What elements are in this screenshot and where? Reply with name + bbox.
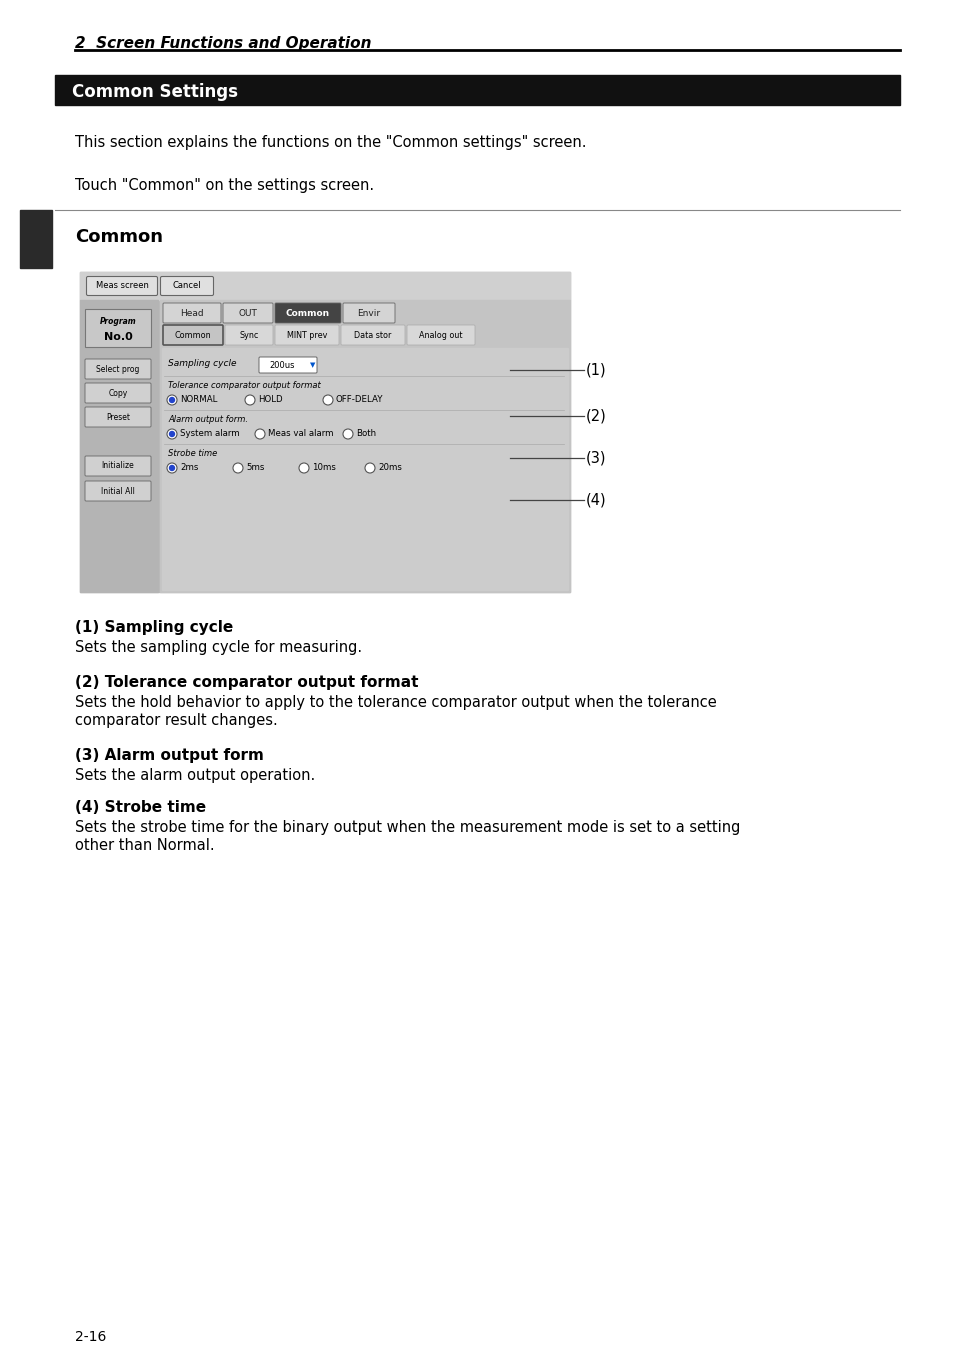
FancyBboxPatch shape xyxy=(85,383,151,403)
Text: 10ms: 10ms xyxy=(312,464,335,472)
Bar xyxy=(80,300,158,592)
Text: (2) Tolerance comparator output format: (2) Tolerance comparator output format xyxy=(75,675,418,690)
Text: OUT: OUT xyxy=(238,308,257,318)
Text: (4): (4) xyxy=(585,492,606,507)
Text: Envir: Envir xyxy=(357,308,380,318)
Text: Select prog: Select prog xyxy=(96,365,139,373)
Text: No.0: No.0 xyxy=(104,333,132,342)
FancyBboxPatch shape xyxy=(85,360,151,379)
Text: Alarm output form.: Alarm output form. xyxy=(168,415,248,425)
Bar xyxy=(160,300,569,592)
Text: Copy: Copy xyxy=(109,388,128,397)
Text: (1): (1) xyxy=(585,362,606,377)
Circle shape xyxy=(254,429,265,439)
FancyBboxPatch shape xyxy=(258,357,316,373)
Text: Initialize: Initialize xyxy=(102,461,134,470)
Text: Cancel: Cancel xyxy=(172,281,201,291)
FancyBboxPatch shape xyxy=(274,303,340,323)
Text: Both: Both xyxy=(355,430,375,438)
Text: (4) Strobe time: (4) Strobe time xyxy=(75,800,206,815)
Text: (1) Sampling cycle: (1) Sampling cycle xyxy=(75,621,233,635)
Circle shape xyxy=(365,462,375,473)
Text: Common: Common xyxy=(75,228,163,246)
Circle shape xyxy=(167,429,177,439)
Text: HOLD: HOLD xyxy=(257,396,282,404)
Text: 2  Screen Functions and Operation: 2 Screen Functions and Operation xyxy=(75,37,371,51)
Bar xyxy=(162,347,567,589)
Circle shape xyxy=(170,431,174,437)
Text: Preset: Preset xyxy=(106,412,130,422)
Bar xyxy=(20,210,52,268)
FancyBboxPatch shape xyxy=(225,324,273,345)
Text: OFF-DELAY: OFF-DELAY xyxy=(335,396,383,404)
Text: Data stor: Data stor xyxy=(354,330,392,339)
Text: Analog out: Analog out xyxy=(418,330,462,339)
Text: 2ms: 2ms xyxy=(180,464,198,472)
Text: Sets the alarm output operation.: Sets the alarm output operation. xyxy=(75,768,314,783)
Text: Sampling cycle: Sampling cycle xyxy=(168,360,236,369)
FancyBboxPatch shape xyxy=(343,303,395,323)
Text: System alarm: System alarm xyxy=(180,430,239,438)
Circle shape xyxy=(343,429,353,439)
Circle shape xyxy=(245,395,254,406)
Text: Sets the hold behavior to apply to the tolerance comparator output when the tole: Sets the hold behavior to apply to the t… xyxy=(75,695,716,710)
Text: (2): (2) xyxy=(585,408,606,423)
Text: Common: Common xyxy=(286,308,330,318)
Text: 200us: 200us xyxy=(269,361,294,369)
Text: Strobe time: Strobe time xyxy=(168,449,217,458)
Text: Program: Program xyxy=(99,318,136,326)
FancyBboxPatch shape xyxy=(274,324,338,345)
FancyBboxPatch shape xyxy=(160,277,213,296)
FancyBboxPatch shape xyxy=(223,303,273,323)
Text: (3): (3) xyxy=(585,450,606,465)
Text: Common Settings: Common Settings xyxy=(71,82,237,101)
Circle shape xyxy=(323,395,333,406)
Text: Meas val alarm: Meas val alarm xyxy=(268,430,334,438)
Bar xyxy=(80,272,569,300)
FancyBboxPatch shape xyxy=(163,303,221,323)
FancyBboxPatch shape xyxy=(85,456,151,476)
Text: 2-16: 2-16 xyxy=(75,1330,107,1344)
Circle shape xyxy=(167,395,177,406)
Circle shape xyxy=(167,462,177,473)
FancyBboxPatch shape xyxy=(163,324,223,345)
Bar xyxy=(80,272,569,592)
Text: Sync: Sync xyxy=(239,330,258,339)
Text: Touch "Common" on the settings screen.: Touch "Common" on the settings screen. xyxy=(75,178,374,193)
Text: Tolerance comparator output format: Tolerance comparator output format xyxy=(168,381,320,391)
Bar xyxy=(85,310,151,347)
Circle shape xyxy=(298,462,309,473)
Text: Common: Common xyxy=(174,330,212,339)
Text: 2: 2 xyxy=(28,250,45,274)
Text: Sets the sampling cycle for measuring.: Sets the sampling cycle for measuring. xyxy=(75,639,362,654)
Text: other than Normal.: other than Normal. xyxy=(75,838,214,853)
Text: comparator result changes.: comparator result changes. xyxy=(75,713,277,727)
Text: 20ms: 20ms xyxy=(377,464,401,472)
Text: MINT prev: MINT prev xyxy=(287,330,327,339)
Text: (3) Alarm output form: (3) Alarm output form xyxy=(75,748,264,763)
Bar xyxy=(55,74,899,105)
Text: Initial All: Initial All xyxy=(101,487,134,495)
Text: This section explains the functions on the "Common settings" screen.: This section explains the functions on t… xyxy=(75,135,586,150)
Text: NORMAL: NORMAL xyxy=(180,396,217,404)
Circle shape xyxy=(233,462,243,473)
FancyBboxPatch shape xyxy=(85,481,151,502)
Text: Head: Head xyxy=(180,308,204,318)
Circle shape xyxy=(170,397,174,403)
Text: ▼: ▼ xyxy=(310,362,315,368)
FancyBboxPatch shape xyxy=(407,324,475,345)
FancyBboxPatch shape xyxy=(340,324,405,345)
FancyBboxPatch shape xyxy=(85,407,151,427)
FancyBboxPatch shape xyxy=(87,277,157,296)
Text: 5ms: 5ms xyxy=(246,464,264,472)
Text: Meas screen: Meas screen xyxy=(95,281,149,291)
Text: Sets the strobe time for the binary output when the measurement mode is set to a: Sets the strobe time for the binary outp… xyxy=(75,821,740,836)
Circle shape xyxy=(170,465,174,470)
